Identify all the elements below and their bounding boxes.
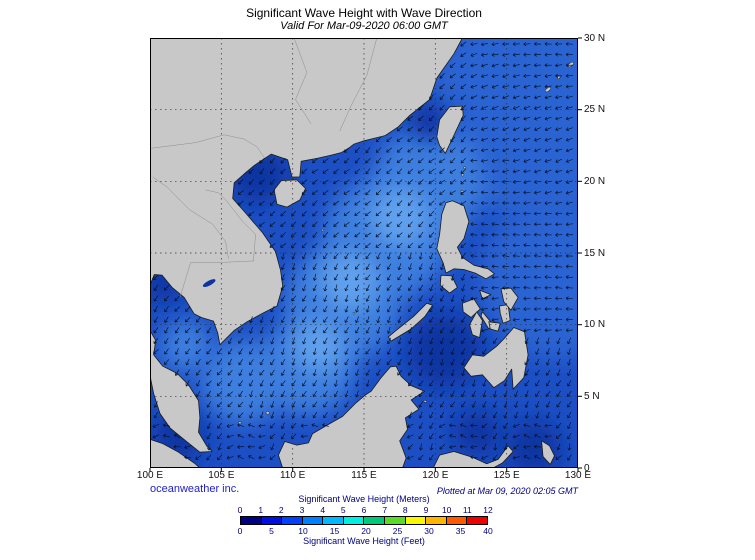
land-taiwan <box>436 105 464 154</box>
legend-meter-ticks: 0 1 2 3 4 5 6 7 8 9 10 11 12 <box>237 505 493 515</box>
legend-color-segment <box>261 517 283 524</box>
legend-feet-tick: 15 <box>329 526 340 536</box>
legend-feet-tick: 10 <box>298 526 308 536</box>
lon-tick-label: 115 E <box>351 470 377 481</box>
legend-feet-tick: 25 <box>392 526 403 536</box>
legend-meter-tick: 0 <box>237 505 243 515</box>
island-dot <box>352 311 356 315</box>
legend-color-segment <box>405 517 427 524</box>
land-halmahera <box>541 440 555 465</box>
lon-tick-label: 100 E <box>136 470 164 481</box>
land-borneo <box>278 365 425 468</box>
land-mindanao <box>463 327 529 390</box>
lat-tick-label: 30 N <box>584 32 606 44</box>
legend-meter-tick: 5 <box>340 505 346 515</box>
legend-meter-tick: 7 <box>382 505 388 515</box>
legend-color-segment <box>467 517 487 524</box>
plotted-timestamp: Plotted at Mar 09, 2020 02:05 GMT <box>436 486 578 496</box>
lat-tick-label: 0 <box>584 462 590 474</box>
land-sumatra <box>150 438 201 468</box>
legend-meter-tick: 3 <box>299 505 305 515</box>
wave-direction-arrows <box>152 41 573 461</box>
axis-ticks <box>149 37 582 472</box>
legend-color-segment <box>323 517 344 524</box>
legend-color-segment <box>385 517 406 524</box>
graticule <box>150 38 578 468</box>
legend-meter-tick: 10 <box>441 505 452 515</box>
island-dot <box>321 228 325 232</box>
lon-tick-label: 105 E <box>208 470 235 481</box>
legend-color-segment <box>241 517 262 524</box>
legend-color-segment <box>282 517 303 524</box>
island-dot <box>461 173 465 177</box>
lon-tick-label: 130 E <box>564 470 592 481</box>
legend-feet-tick: 35 <box>455 526 466 536</box>
legend-meter-tick: 2 <box>278 505 284 515</box>
legend-meter-tick: 6 <box>361 505 367 515</box>
legend-title-meters: Significant Wave Height (Meters) <box>298 494 430 504</box>
lon-tick-label: 125 E <box>493 470 520 481</box>
island-dot <box>567 61 574 68</box>
landmasses <box>150 38 574 468</box>
lon-tick-label: 120 E <box>422 470 449 481</box>
lat-tick-label: 25 N <box>584 104 606 116</box>
lat-tick-label: 20 N <box>584 175 606 187</box>
lat-tick-label: 15 N <box>584 247 606 259</box>
land-bohol <box>488 321 501 332</box>
legend-meter-tick: 8 <box>402 505 408 515</box>
land-masbate <box>479 289 492 300</box>
legend-feet-tick: 20 <box>361 526 371 536</box>
credit: oceanweather inc. <box>150 483 240 495</box>
lon-tick-label: 110 E <box>279 470 306 481</box>
legend-colorbar <box>240 516 488 525</box>
lat-tick-label: 5 N <box>584 390 600 402</box>
land-samar <box>500 287 519 311</box>
legend-color-segment <box>426 517 447 524</box>
island-dot <box>265 411 270 415</box>
chart-subtitle: Valid For Mar-09-2020 06:00 GMT <box>280 20 448 32</box>
legend-color-segment <box>364 517 386 524</box>
land-sulawesi <box>432 445 514 468</box>
legend-title-feet: Significant Wave Height (Feet) <box>303 536 425 546</box>
country-borders <box>150 38 378 298</box>
island-dot <box>556 75 561 80</box>
legend-feet-ticks: 0 5 10 15 20 25 30 35 40 <box>237 526 493 536</box>
legend-feet-tick: 5 <box>269 526 274 536</box>
map-frame-border <box>150 38 578 468</box>
legend-feet-tick: 30 <box>424 526 434 536</box>
legend-meter-tick: 4 <box>320 505 326 515</box>
chart-title: Significant Wave Height with Wave Direct… <box>246 6 482 20</box>
lake-tonle-sap <box>202 279 216 288</box>
map-area <box>149 37 582 472</box>
island-dot <box>423 400 428 403</box>
legend-meter-tick: 9 <box>423 505 429 515</box>
legend-meter-tick: 11 <box>462 505 472 515</box>
lat-tick-label: 10 N <box>584 319 606 331</box>
legend-color-segment <box>446 517 468 524</box>
map-svg <box>149 37 582 472</box>
legend-color-segment <box>343 517 365 524</box>
island-dot <box>463 166 466 169</box>
land-mainland <box>150 38 463 346</box>
legend-feet-tick: 40 <box>483 526 493 536</box>
legend-meter-tick: 12 <box>483 505 493 515</box>
island-dot <box>459 190 464 193</box>
legend-color-segment <box>302 517 324 524</box>
land-peninsula <box>150 330 213 453</box>
land-luzon <box>436 200 495 280</box>
legend-feet-tick: 0 <box>237 526 243 536</box>
legend-meter-tick: 1 <box>258 505 264 515</box>
